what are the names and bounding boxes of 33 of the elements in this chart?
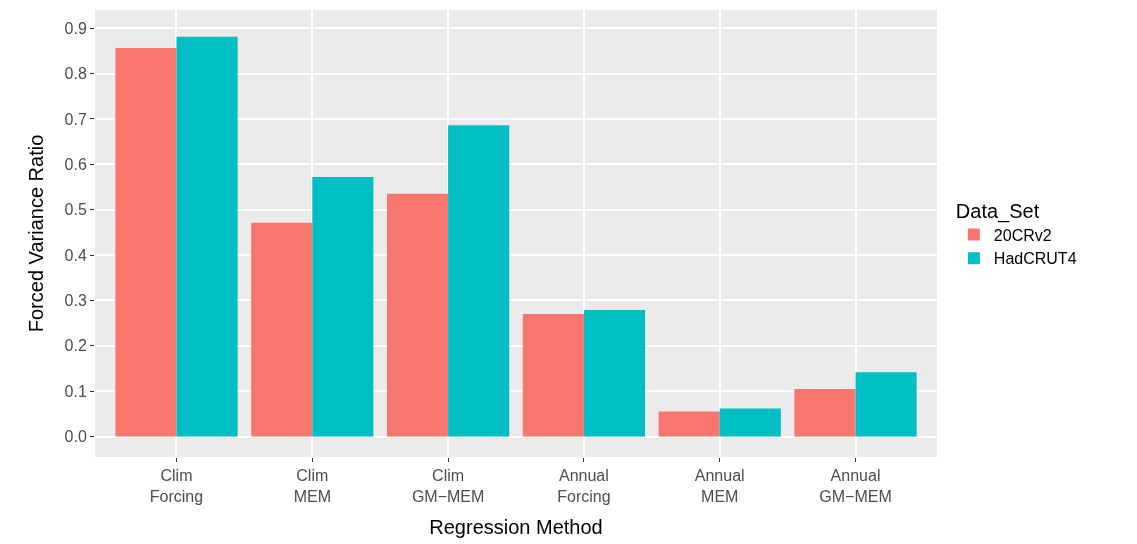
y-tick-label: 0.5 — [64, 201, 87, 219]
bar — [583, 309, 646, 437]
legend-label: HadCRUT4 — [993, 250, 1077, 268]
bar — [386, 193, 449, 437]
bar — [176, 36, 238, 437]
bar — [251, 222, 313, 437]
legend-label: 20CRv2 — [993, 226, 1052, 244]
y-tick-label: 0.1 — [64, 382, 87, 400]
bar — [794, 388, 856, 437]
y-axis-title: Forced Variance Ratio — [25, 134, 48, 333]
legend-title: Data_Set — [955, 199, 1040, 223]
bar — [448, 125, 510, 437]
y-tick-label: 0.8 — [64, 65, 87, 83]
x-tick-label: Annual GM−MEM — [819, 467, 892, 505]
x-tick-label: Annual Forcing — [557, 467, 611, 505]
bar — [719, 408, 781, 437]
x-tick-label: Clim GM−MEM — [411, 467, 485, 505]
bar — [312, 177, 374, 437]
x-axis-title: Regression Method — [429, 515, 603, 538]
x-tick-label: Clim Forcing — [149, 467, 204, 505]
bar — [658, 411, 720, 437]
y-tick-label: 0.7 — [64, 110, 87, 128]
y-tick-label: 0.4 — [64, 246, 87, 264]
y-tick-label: 0.2 — [64, 337, 87, 355]
y-tick-label: 0.9 — [64, 19, 87, 37]
y-tick-label: 0.3 — [64, 292, 87, 310]
y-tick-label: 0.6 — [64, 155, 87, 173]
bar — [115, 48, 177, 437]
bar — [522, 314, 584, 437]
y-tick-label: 0.0 — [64, 428, 87, 446]
x-tick-label: Clim MEM — [293, 467, 331, 505]
x-tick-label: Annual MEM — [694, 467, 745, 505]
bar — [855, 372, 917, 437]
